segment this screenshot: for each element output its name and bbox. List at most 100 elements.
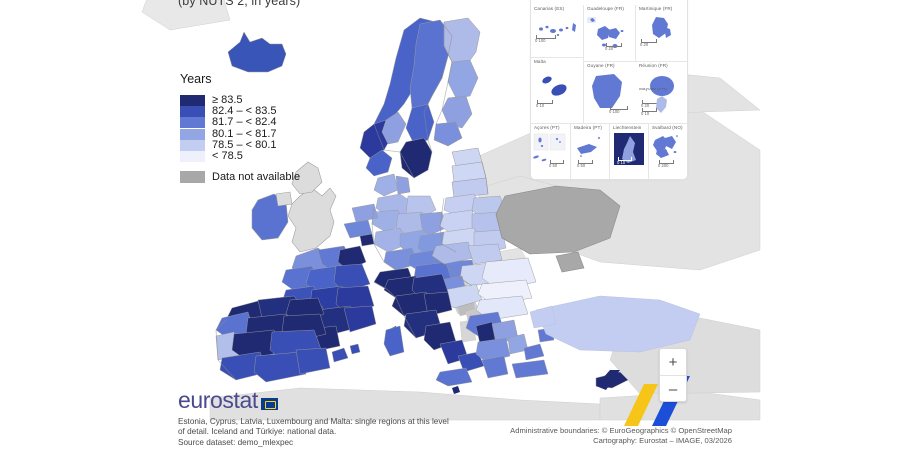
inset-scale-label: 0 100 <box>535 38 546 43</box>
legend-item: 81.7 – < 82.4 <box>180 116 300 129</box>
legend-label: < 78.5 <box>212 150 243 163</box>
footnote-line: Estonia, Cyprus, Latvia, Luxembourg and … <box>178 416 449 426</box>
inset-scalebar <box>550 160 564 164</box>
inset-scalebar <box>537 100 553 104</box>
legend-label-na: Data not available <box>212 170 301 183</box>
region-luxembourg <box>359 233 375 247</box>
region-czechia <box>431 241 475 265</box>
inset-guadeloupe: Guadeloupe (FR) 0 20 <box>584 5 635 61</box>
map-credits: Administrative boundaries: © EuroGeograp… <box>510 426 732 446</box>
inset-divider <box>583 61 635 62</box>
legend-heading: Years <box>180 72 212 86</box>
inset-caption: Canarias (ES) <box>534 6 565 11</box>
region-iberia <box>215 295 361 383</box>
legend-item: 80.1 – < 81.7 <box>180 127 300 140</box>
inset-caption: Réunion (FR) <box>639 63 668 68</box>
inset-scale-label: 0 200 <box>658 163 669 168</box>
legend-label: ≥ 83.5 <box>212 94 243 107</box>
inset-scale-label: 0 20 <box>640 42 649 47</box>
inset-caption: Liechtenstein <box>613 125 642 130</box>
inset-guyane: Guyane (FR) 0 100 <box>584 62 635 123</box>
legend-label: 78.5 – < 80.1 <box>212 138 277 151</box>
legend-swatch <box>180 151 205 163</box>
region-finland <box>433 17 481 147</box>
eu-chevron-graphic <box>596 370 690 426</box>
inset-scale-label: 0 50 <box>577 163 586 168</box>
region-ukraine <box>495 185 621 273</box>
inset-divider <box>609 123 610 179</box>
country-borders <box>215 19 531 381</box>
inset-madeira: Madeira (PT) 0 50 <box>571 124 609 179</box>
inset-caption: Mayotte (FR) <box>639 88 667 91</box>
inset-canarias: Canarias (ES) 0 100 <box>531 5 583 57</box>
inset-scalebar <box>578 160 593 164</box>
inset-divider <box>531 57 583 58</box>
inset-caption: Madeira (PT) <box>574 125 603 130</box>
region-germany <box>371 193 451 273</box>
credits-boundaries: Administrative boundaries: © EuroGeograp… <box>510 426 732 435</box>
inset-scale-label: 0 20 <box>641 103 650 108</box>
region-italy <box>383 273 485 387</box>
legend-swatch <box>180 117 205 129</box>
inset-scalebar <box>641 39 657 43</box>
inset-scalebar <box>642 108 657 112</box>
inset-caption: Guadeloupe (FR) <box>587 6 624 11</box>
inset-scale-label: 0 10 <box>641 111 650 116</box>
legend-swatch-na <box>180 171 205 184</box>
inset-scalebar <box>659 160 674 164</box>
inset-malta: Malta 0 10 <box>531 58 583 123</box>
inset-scalebar <box>536 35 556 39</box>
legend-swatch <box>180 128 205 140</box>
inset-divider <box>635 5 636 61</box>
region-turkiye <box>529 295 701 353</box>
region-denmark <box>373 173 411 197</box>
inset-divider <box>635 61 687 62</box>
inset-divider <box>648 123 649 179</box>
inset-scale-label: 0 20 <box>605 46 614 51</box>
legend-label: 82.4 – < 83.5 <box>212 105 277 118</box>
inset-divider <box>570 123 571 179</box>
zoom-control-divider <box>660 375 686 376</box>
legend-item: < 78.5 <box>180 150 300 163</box>
inset-scale-label: 0 50 <box>549 163 558 168</box>
legend-swatch <box>180 139 205 151</box>
inset-caption: Açores (PT) <box>534 125 560 130</box>
map-title: (by NUTS 2, in years) <box>178 0 301 8</box>
inset-caption: Guyane (FR) <box>587 63 615 68</box>
legend: Years ≥ 83.5 82.4 – < 83.5 81.7 – < 82.4… <box>180 72 301 184</box>
eurostat-logo: eurostat <box>178 388 449 412</box>
source-dataset: Source dataset: demo_mlexpec <box>178 437 294 447</box>
region-slovakia <box>467 243 503 265</box>
inset-acores: Açores (PT) 0 50 <box>531 124 570 179</box>
region-netherlands <box>351 203 379 223</box>
inset-caption: Martinique (FR) <box>639 6 673 11</box>
footer: eurostat Estonia, Cyprus, Latvia, Luxemb… <box>178 388 449 449</box>
zoom-in-button[interactable]: + <box>668 353 678 371</box>
region-malta-dot <box>452 386 460 394</box>
inset-scalebar <box>606 43 622 47</box>
inset-svalbard: Svalbard (NO) 0 200 <box>649 124 687 179</box>
inset-caption: Malta <box>534 59 546 64</box>
inset-liechtenstein: Liechtenstein 0 10 <box>610 124 648 179</box>
inset-scalebar <box>610 106 628 110</box>
inset-panel: Canarias (ES) 0 100 <box>530 0 688 180</box>
inset-caption: Svalbard (NO) <box>652 125 683 130</box>
zoom-control[interactable]: + – <box>659 348 687 402</box>
footnotes: Estonia, Cyprus, Latvia, Luxembourg and … <box>178 417 449 449</box>
footnote-line: of detail. Iceland and Türkiye: national… <box>178 427 337 436</box>
legend-item-not-available: Data not available <box>180 170 301 184</box>
zoom-out-button[interactable]: – <box>668 380 678 398</box>
inset-mayotte: Mayotte (FR) 0 10 <box>636 88 687 123</box>
legend-label: 81.7 – < 82.4 <box>212 116 277 129</box>
inset-scale-label: 0 10 <box>536 103 545 108</box>
eu-flag-icon <box>260 397 278 410</box>
legend-swatch <box>180 95 205 107</box>
region-iceland <box>227 31 287 73</box>
legend-label: 80.1 – < 81.7 <box>212 127 277 140</box>
region-scotland <box>291 161 323 195</box>
legend-swatch <box>180 106 205 118</box>
legend-item: 78.5 – < 80.1 <box>180 138 300 151</box>
